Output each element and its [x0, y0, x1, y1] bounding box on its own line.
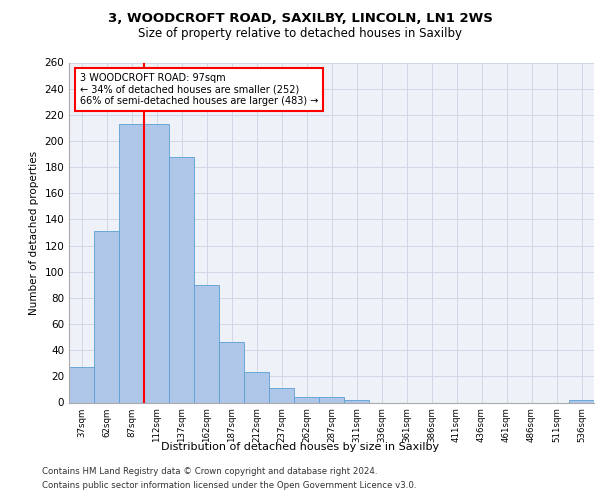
Text: Size of property relative to detached houses in Saxilby: Size of property relative to detached ho… — [138, 28, 462, 40]
Bar — [169, 156, 194, 402]
Text: Contains public sector information licensed under the Open Government Licence v3: Contains public sector information licen… — [42, 481, 416, 490]
Bar — [344, 400, 369, 402]
Y-axis label: Number of detached properties: Number of detached properties — [29, 150, 39, 314]
Text: Distribution of detached houses by size in Saxilby: Distribution of detached houses by size … — [161, 442, 439, 452]
Text: 3 WOODCROFT ROAD: 97sqm
← 34% of detached houses are smaller (252)
66% of semi-d: 3 WOODCROFT ROAD: 97sqm ← 34% of detache… — [79, 72, 318, 106]
Text: 3, WOODCROFT ROAD, SAXILBY, LINCOLN, LN1 2WS: 3, WOODCROFT ROAD, SAXILBY, LINCOLN, LN1… — [107, 12, 493, 26]
Bar — [269, 388, 294, 402]
Bar — [319, 398, 344, 402]
Bar — [94, 231, 119, 402]
Bar — [119, 124, 144, 402]
Bar — [244, 372, 269, 402]
Text: Contains HM Land Registry data © Crown copyright and database right 2024.: Contains HM Land Registry data © Crown c… — [42, 468, 377, 476]
Bar — [569, 400, 594, 402]
Bar — [219, 342, 244, 402]
Bar — [69, 367, 94, 402]
Bar — [294, 398, 319, 402]
Bar — [144, 124, 169, 402]
Bar — [194, 285, 219, 403]
